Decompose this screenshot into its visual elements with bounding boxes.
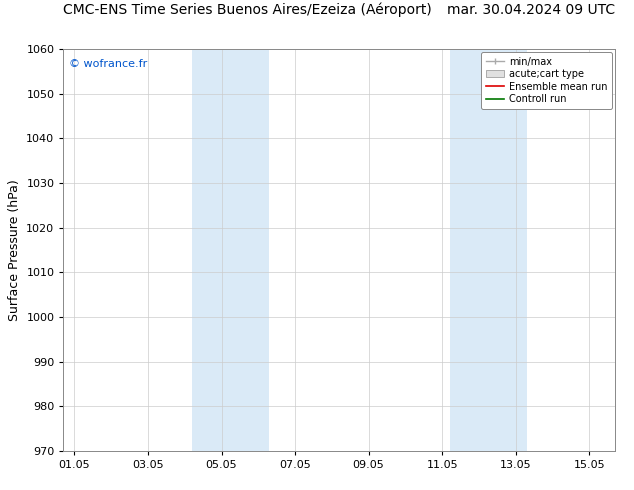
Legend: min/max, acute;cart type, Ensemble mean run, Controll run: min/max, acute;cart type, Ensemble mean … xyxy=(481,52,612,109)
Bar xyxy=(450,49,527,451)
Text: CMC-ENS Time Series Buenos Aires/Ezeiza (Aéroport): CMC-ENS Time Series Buenos Aires/Ezeiza … xyxy=(63,2,432,17)
Text: © wofrance.fr: © wofrance.fr xyxy=(69,59,147,69)
Bar xyxy=(192,49,269,451)
Text: mar. 30.04.2024 09 UTC: mar. 30.04.2024 09 UTC xyxy=(447,3,615,17)
Y-axis label: Surface Pressure (hPa): Surface Pressure (hPa) xyxy=(8,179,21,321)
